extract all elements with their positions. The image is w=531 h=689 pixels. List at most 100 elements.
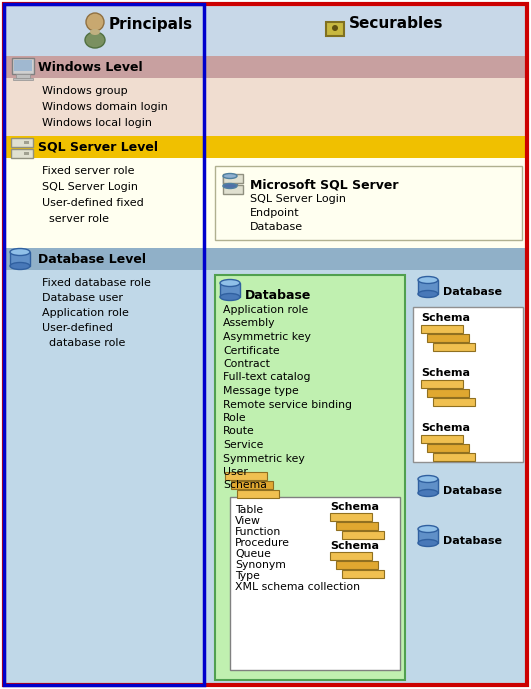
Ellipse shape: [220, 280, 240, 287]
Bar: [336, 522, 378, 530]
Bar: [421, 325, 463, 333]
Text: Synonym: Synonym: [235, 560, 286, 570]
Text: Schema: Schema: [421, 313, 470, 323]
Text: Database Level: Database Level: [38, 253, 146, 266]
Bar: [413, 307, 523, 462]
Circle shape: [332, 25, 338, 31]
Bar: [4, 270, 527, 685]
Bar: [223, 176, 237, 186]
Text: Schema: Schema: [330, 502, 379, 512]
Text: Type: Type: [235, 571, 260, 581]
Bar: [220, 283, 240, 297]
Ellipse shape: [418, 291, 438, 298]
Circle shape: [86, 13, 104, 31]
Bar: [14, 60, 32, 71]
Ellipse shape: [223, 183, 237, 189]
Bar: [427, 389, 469, 397]
Text: View: View: [235, 516, 261, 526]
Text: Application role: Application role: [223, 305, 309, 315]
Ellipse shape: [418, 489, 438, 497]
Bar: [418, 479, 438, 493]
Text: Windows local login: Windows local login: [42, 118, 152, 128]
Text: User-defined fixed: User-defined fixed: [42, 198, 144, 208]
Bar: [237, 490, 279, 498]
Text: Schema: Schema: [330, 541, 379, 551]
Text: Service: Service: [223, 440, 263, 450]
Text: Schema: Schema: [421, 368, 470, 378]
Bar: [13, 78, 33, 80]
Bar: [231, 481, 273, 489]
Bar: [12, 58, 34, 74]
Text: Remote service binding: Remote service binding: [223, 400, 352, 409]
Bar: [4, 78, 527, 136]
Text: Role: Role: [223, 413, 246, 423]
Text: Fixed database role: Fixed database role: [42, 278, 151, 288]
Bar: [4, 4, 204, 685]
Bar: [223, 174, 243, 183]
Bar: [10, 252, 30, 266]
Text: Microsoft SQL Server: Microsoft SQL Server: [250, 178, 398, 191]
Text: Schema: Schema: [223, 480, 267, 491]
Text: SQL Server Login: SQL Server Login: [250, 194, 346, 204]
Text: Asymmetric key: Asymmetric key: [223, 332, 311, 342]
Bar: [433, 343, 475, 351]
Text: server role: server role: [42, 214, 109, 224]
Bar: [4, 136, 527, 158]
Ellipse shape: [418, 526, 438, 533]
Text: Windows group: Windows group: [42, 86, 127, 96]
Text: User: User: [223, 467, 248, 477]
Bar: [427, 334, 469, 342]
Text: database role: database role: [42, 338, 125, 348]
Bar: [433, 453, 475, 461]
Text: Database: Database: [443, 486, 502, 496]
Text: Procedure: Procedure: [235, 538, 290, 548]
Ellipse shape: [223, 174, 237, 178]
Text: Symmetric key: Symmetric key: [223, 453, 305, 464]
Bar: [418, 529, 438, 543]
Text: Assembly: Assembly: [223, 318, 276, 329]
Ellipse shape: [220, 294, 240, 300]
Bar: [330, 513, 372, 521]
Text: Function: Function: [235, 527, 281, 537]
Text: XML schema collection: XML schema collection: [235, 582, 360, 592]
Text: Windows Level: Windows Level: [38, 61, 143, 74]
Bar: [421, 380, 463, 388]
Text: Queue: Queue: [235, 549, 271, 559]
Bar: [4, 158, 527, 248]
Bar: [418, 280, 438, 294]
Ellipse shape: [418, 276, 438, 283]
Text: Database: Database: [250, 222, 303, 232]
Text: Contract: Contract: [223, 359, 270, 369]
Text: Application role: Application role: [42, 308, 129, 318]
Text: Windows domain login: Windows domain login: [42, 102, 168, 112]
Text: SQL Server Level: SQL Server Level: [38, 141, 158, 154]
Bar: [11, 149, 33, 158]
Text: SQL Server Login: SQL Server Login: [42, 182, 138, 192]
Ellipse shape: [10, 263, 30, 269]
Text: Database: Database: [443, 536, 502, 546]
Text: Database user: Database user: [42, 293, 123, 303]
Bar: [16, 74, 30, 78]
Text: Schema: Schema: [421, 423, 470, 433]
Bar: [223, 185, 243, 194]
Text: Fixed server role: Fixed server role: [42, 166, 134, 176]
Bar: [326, 22, 344, 36]
Text: Securables: Securables: [349, 17, 443, 32]
Bar: [342, 570, 384, 578]
Text: Database: Database: [443, 287, 502, 297]
Text: Table: Table: [235, 505, 263, 515]
Bar: [230, 497, 400, 670]
Bar: [336, 561, 378, 569]
Text: Database: Database: [245, 289, 311, 302]
Text: Full-text catalog: Full-text catalog: [223, 373, 311, 382]
Bar: [342, 531, 384, 539]
Text: Endpoint: Endpoint: [250, 208, 299, 218]
Bar: [24, 141, 29, 144]
Bar: [427, 444, 469, 452]
Text: Route: Route: [223, 426, 255, 437]
Ellipse shape: [418, 539, 438, 546]
Text: Message type: Message type: [223, 386, 299, 396]
Text: Principals: Principals: [109, 17, 193, 32]
Text: Certificate: Certificate: [223, 345, 280, 356]
Bar: [24, 152, 29, 155]
